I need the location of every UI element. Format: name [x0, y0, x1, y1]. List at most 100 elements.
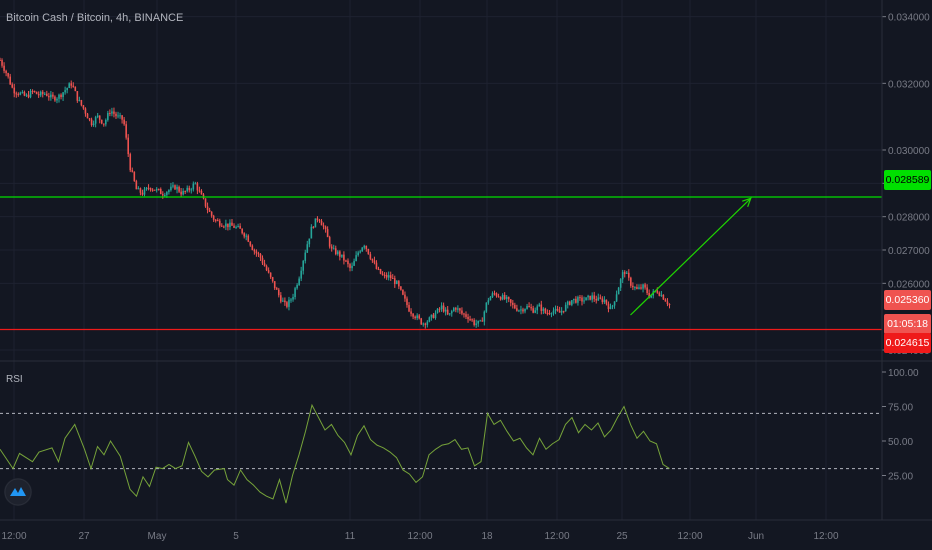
candle-body — [296, 284, 298, 289]
candle-body — [35, 91, 38, 95]
candle-body — [66, 87, 68, 91]
candle-body — [310, 226, 313, 239]
candle-body — [579, 297, 581, 299]
candle-body — [337, 251, 339, 255]
candle-body — [628, 272, 630, 278]
candle-body — [630, 277, 632, 286]
price-tick-label: 0.027000 — [888, 246, 930, 257]
candle-body — [554, 308, 557, 311]
candle-body — [54, 96, 56, 101]
candle-body — [599, 297, 602, 299]
candle-body — [530, 307, 532, 309]
candle-body — [33, 91, 36, 93]
candle-body — [375, 262, 378, 269]
candle-body — [159, 188, 162, 195]
candle-body — [151, 189, 154, 191]
time-tick-label: Jun — [748, 531, 764, 542]
candle-body — [82, 105, 85, 109]
candle-body — [601, 298, 604, 303]
candle-body — [471, 319, 473, 321]
candle-body — [528, 306, 530, 308]
candle-body — [487, 300, 490, 303]
candle-body — [646, 287, 648, 294]
rsi-panel — [0, 403, 882, 504]
candle-body — [577, 297, 579, 303]
candle-body — [330, 246, 333, 249]
candle-body — [218, 220, 221, 226]
candle-body — [190, 189, 193, 191]
candle-body — [499, 297, 502, 300]
projection-arrow-line — [630, 197, 752, 316]
candle-body — [304, 252, 307, 261]
candle-body — [534, 310, 536, 313]
candle-body — [597, 297, 600, 301]
candle-body — [257, 253, 260, 255]
price-tick-label: 0.034000 — [888, 13, 930, 24]
time-tick-label: 12:00 — [677, 531, 702, 542]
candle-body — [111, 111, 113, 114]
candle-body — [328, 237, 331, 247]
candle-body — [145, 187, 148, 190]
candle-body — [200, 190, 203, 195]
candle-body — [135, 181, 138, 190]
candle-body — [450, 311, 453, 314]
candle-body — [316, 218, 319, 220]
candle-body — [96, 115, 99, 118]
candle-body — [507, 296, 510, 300]
candle-body — [505, 296, 508, 299]
candle-body — [658, 292, 661, 296]
candle-body — [72, 85, 75, 87]
candle-body — [88, 118, 91, 120]
candle-body — [269, 272, 272, 278]
candle-body — [393, 278, 396, 284]
candle-body — [585, 297, 587, 301]
candle-body — [381, 273, 384, 275]
candle-body — [192, 183, 195, 190]
candle-body — [19, 92, 22, 95]
candle-body — [491, 293, 494, 298]
candle-body — [581, 297, 583, 302]
candle-body — [206, 206, 209, 211]
candle-body — [369, 254, 372, 259]
candle-body — [345, 260, 347, 262]
candle-body — [636, 287, 638, 289]
candle-body — [595, 298, 598, 301]
candle-body — [640, 287, 642, 289]
candle-body — [416, 315, 418, 319]
candle-body — [164, 194, 166, 196]
candle-body — [166, 192, 168, 195]
candle-body — [406, 298, 408, 306]
candle-body — [648, 293, 650, 298]
candle-body — [621, 272, 624, 280]
candle-body — [7, 73, 9, 77]
candle-body — [147, 187, 150, 189]
time-tick-label: 11 — [345, 531, 356, 542]
candle-body — [178, 186, 180, 192]
candle-body — [64, 90, 66, 93]
candle-body — [532, 308, 534, 313]
candle-body — [196, 183, 199, 191]
candle-body — [436, 308, 439, 313]
candle-body — [420, 318, 423, 325]
candle-body — [214, 219, 217, 221]
candle-body — [483, 311, 486, 322]
candle-body — [520, 309, 522, 311]
candle-body — [542, 308, 545, 311]
candle-body — [428, 317, 431, 322]
candle-body — [94, 117, 97, 124]
candle-body — [664, 299, 667, 302]
candle-body — [526, 306, 528, 309]
candle-body — [660, 294, 663, 296]
candle-body — [267, 270, 270, 273]
candle-body — [332, 248, 335, 250]
candle-body — [583, 300, 585, 302]
candle-body — [326, 229, 329, 238]
candle-body — [593, 295, 596, 299]
candle-body — [324, 226, 327, 230]
candle-body — [377, 268, 380, 270]
candle-body — [25, 94, 28, 96]
candle-body — [5, 70, 7, 74]
candle-body — [117, 115, 119, 117]
